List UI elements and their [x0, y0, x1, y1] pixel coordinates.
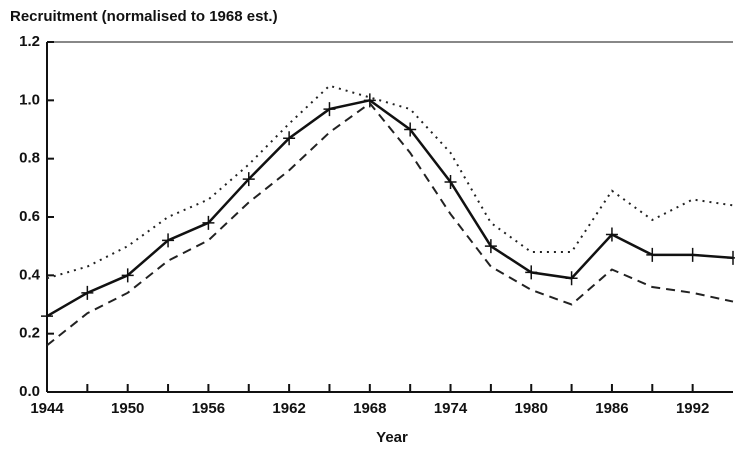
series-line — [46, 101, 734, 347]
series-line — [46, 98, 734, 318]
x-tick-label: 1956 — [192, 400, 225, 417]
x-tick-label: 1968 — [353, 400, 386, 417]
plus-marker — [283, 131, 296, 146]
x-tick-label: 1986 — [595, 400, 628, 417]
x-tick-label: 1944 — [30, 400, 64, 417]
plus-marker — [565, 271, 578, 286]
x-tick-label: 1992 — [676, 400, 709, 417]
x-axis-label: Year — [376, 429, 408, 446]
y-tick-label: 0.8 — [19, 150, 40, 167]
plus-marker — [404, 122, 417, 137]
plus-marker — [242, 172, 255, 187]
series-line — [46, 84, 734, 280]
y-tick-label: 0.6 — [19, 208, 40, 225]
plus-marker — [444, 175, 457, 189]
plus-marker — [686, 247, 699, 262]
x-tick-label: 1974 — [434, 400, 468, 417]
x-tick-label: 1950 — [111, 400, 144, 417]
x-tick-label: 1962 — [272, 400, 305, 417]
plus-marker — [484, 239, 497, 254]
y-tick-label: 0.2 — [19, 325, 40, 342]
x-tick-label: 1980 — [515, 400, 548, 417]
plus-marker — [41, 309, 53, 324]
y-tick-label: 0.4 — [19, 266, 41, 283]
plus-marker — [727, 250, 735, 265]
y-tick-label: 0.0 — [19, 383, 40, 400]
y-tick-label: 1.0 — [19, 91, 40, 108]
plus-marker — [605, 227, 618, 242]
plus-marker — [646, 247, 659, 262]
y-tick-label: 1.2 — [19, 33, 40, 50]
plus-marker — [525, 265, 538, 280]
plus-marker — [323, 102, 336, 117]
plus-marker — [202, 215, 215, 230]
plus-marker — [162, 233, 175, 248]
chart-title: Recruitment (normalised to 1968 est.) — [10, 8, 278, 25]
plus-marker — [81, 285, 94, 300]
plus-marker — [363, 93, 376, 108]
plus-marker — [121, 268, 134, 283]
